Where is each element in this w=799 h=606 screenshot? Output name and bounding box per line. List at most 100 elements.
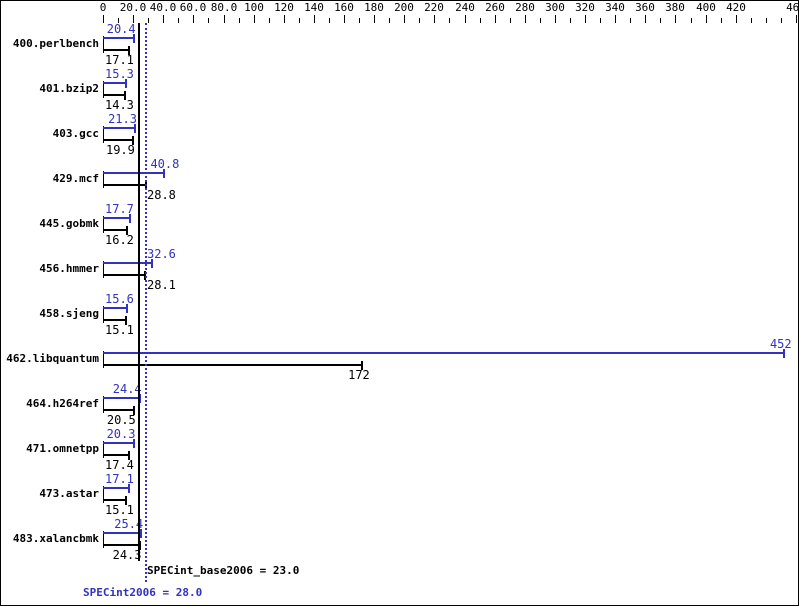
x-axis-tick-label: 260	[485, 1, 505, 14]
peak-bar-endcap	[132, 34, 135, 43]
x-axis-minor-tick	[540, 18, 541, 23]
x-axis-major-tick	[465, 15, 466, 23]
x-axis-major-tick	[374, 15, 375, 23]
row-axis-bracket	[103, 531, 104, 548]
x-axis-minor-tick	[600, 18, 601, 23]
peak-value-label: 40.8	[150, 157, 180, 171]
x-axis-tick-label: 140	[304, 1, 324, 14]
peak-bar	[103, 352, 784, 354]
peak-bar-endcap	[782, 349, 785, 358]
peak-bar-endcap	[140, 529, 143, 538]
x-axis-major-tick	[525, 15, 526, 23]
benchmark-label: 458.sjeng	[39, 307, 99, 320]
benchmark-label: 464.h264ref	[26, 397, 99, 410]
x-axis-minor-tick	[389, 18, 390, 23]
base-bar-endcap	[361, 361, 364, 370]
x-axis-minor-tick	[208, 18, 209, 23]
benchmark-label: 400.perlbench	[12, 37, 99, 50]
x-axis-minor-tick	[570, 18, 571, 23]
base-value-label: 172	[348, 368, 370, 382]
x-axis-minor-tick	[781, 18, 782, 23]
x-axis-tick-label: 200	[394, 1, 414, 14]
x-axis-tick-label: 280	[515, 1, 535, 14]
x-axis-minor-tick	[269, 18, 270, 23]
base-value-label: 17.1	[105, 53, 134, 67]
x-axis-minor-tick	[660, 18, 661, 23]
x-axis-tick-label: 0	[99, 1, 107, 14]
base-bar-endcap	[131, 136, 134, 145]
peak-value-label: 17.1	[105, 472, 134, 486]
row-axis-bracket	[103, 126, 104, 143]
row-axis-bracket	[103, 81, 104, 98]
peak-value-label: 20.4	[106, 22, 136, 36]
x-axis-major-tick	[706, 15, 707, 23]
peak-summary-label: SPECint2006 = 28.0	[83, 586, 203, 599]
row-axis-bracket	[103, 441, 104, 458]
peak-reference-line	[145, 23, 147, 582]
x-axis-major-tick	[645, 15, 646, 23]
row-axis-bracket	[103, 261, 104, 278]
base-value-label: 28.1	[147, 278, 176, 292]
x-axis-minor-tick	[751, 18, 752, 23]
base-value-label: 24.3	[112, 548, 142, 562]
x-axis-minor-tick	[449, 18, 450, 23]
base-bar	[103, 49, 129, 51]
x-axis-minor-tick	[480, 18, 481, 23]
peak-value-label: 452	[769, 337, 792, 351]
benchmark-label: 401.bzip2	[39, 82, 99, 95]
x-axis-tick-label: 420	[726, 1, 746, 14]
x-axis-tick-label: 340	[605, 1, 625, 14]
x-axis-major-tick	[103, 15, 104, 23]
x-axis-major-tick	[796, 15, 797, 23]
peak-bar-endcap	[127, 484, 130, 493]
base-bar	[103, 229, 128, 231]
x-axis-major-tick	[495, 15, 496, 23]
base-value-label: 20.5	[106, 413, 136, 427]
peak-bar	[103, 37, 134, 39]
base-bar	[103, 319, 126, 321]
base-bar	[103, 544, 140, 546]
x-axis-tick-label: 240	[455, 1, 475, 14]
base-bar-endcap	[124, 496, 127, 505]
x-axis-tick-label: 320	[575, 1, 595, 14]
x-axis-minor-tick	[329, 18, 330, 23]
peak-bar	[103, 82, 127, 84]
base-bar	[103, 454, 130, 456]
peak-bar-endcap	[132, 439, 135, 448]
base-bar	[103, 94, 125, 96]
base-bar-endcap	[127, 46, 130, 55]
x-axis-major-tick	[344, 15, 345, 23]
row-axis-bracket	[103, 306, 104, 323]
row-axis-bracket	[103, 486, 104, 503]
x-axis-minor-tick	[239, 18, 240, 23]
x-axis-minor-tick	[118, 18, 119, 23]
peak-bar	[103, 532, 142, 534]
base-bar-endcap	[126, 226, 129, 235]
x-axis-minor-tick	[359, 18, 360, 23]
peak-value-label: 21.3	[108, 112, 137, 126]
peak-value-label: 24.4	[112, 382, 142, 396]
base-bar	[103, 139, 133, 141]
base-bar	[103, 409, 134, 411]
benchmark-label: 462.libquantum	[6, 352, 99, 365]
x-axis-major-tick	[314, 15, 315, 23]
x-axis-minor-tick	[691, 18, 692, 23]
x-axis-tick-label: 360	[635, 1, 655, 14]
peak-bar	[103, 127, 136, 129]
x-axis-tick-label: 460	[786, 1, 799, 14]
row-axis-bracket	[103, 351, 104, 368]
x-axis-major-tick	[615, 15, 616, 23]
x-axis-tick-label: 80.0	[210, 1, 238, 14]
base-bar	[103, 274, 146, 276]
peak-bar	[103, 442, 134, 444]
benchmark-label: 483.xalancbmk	[12, 532, 99, 545]
x-axis-major-tick	[133, 15, 134, 23]
x-axis-tick-label: 300	[545, 1, 565, 14]
x-axis-minor-tick	[766, 18, 767, 23]
x-axis-tick-label: 160	[334, 1, 354, 14]
x-axis-major-tick	[736, 15, 737, 23]
x-axis-tick-label: 60.0	[179, 1, 207, 14]
